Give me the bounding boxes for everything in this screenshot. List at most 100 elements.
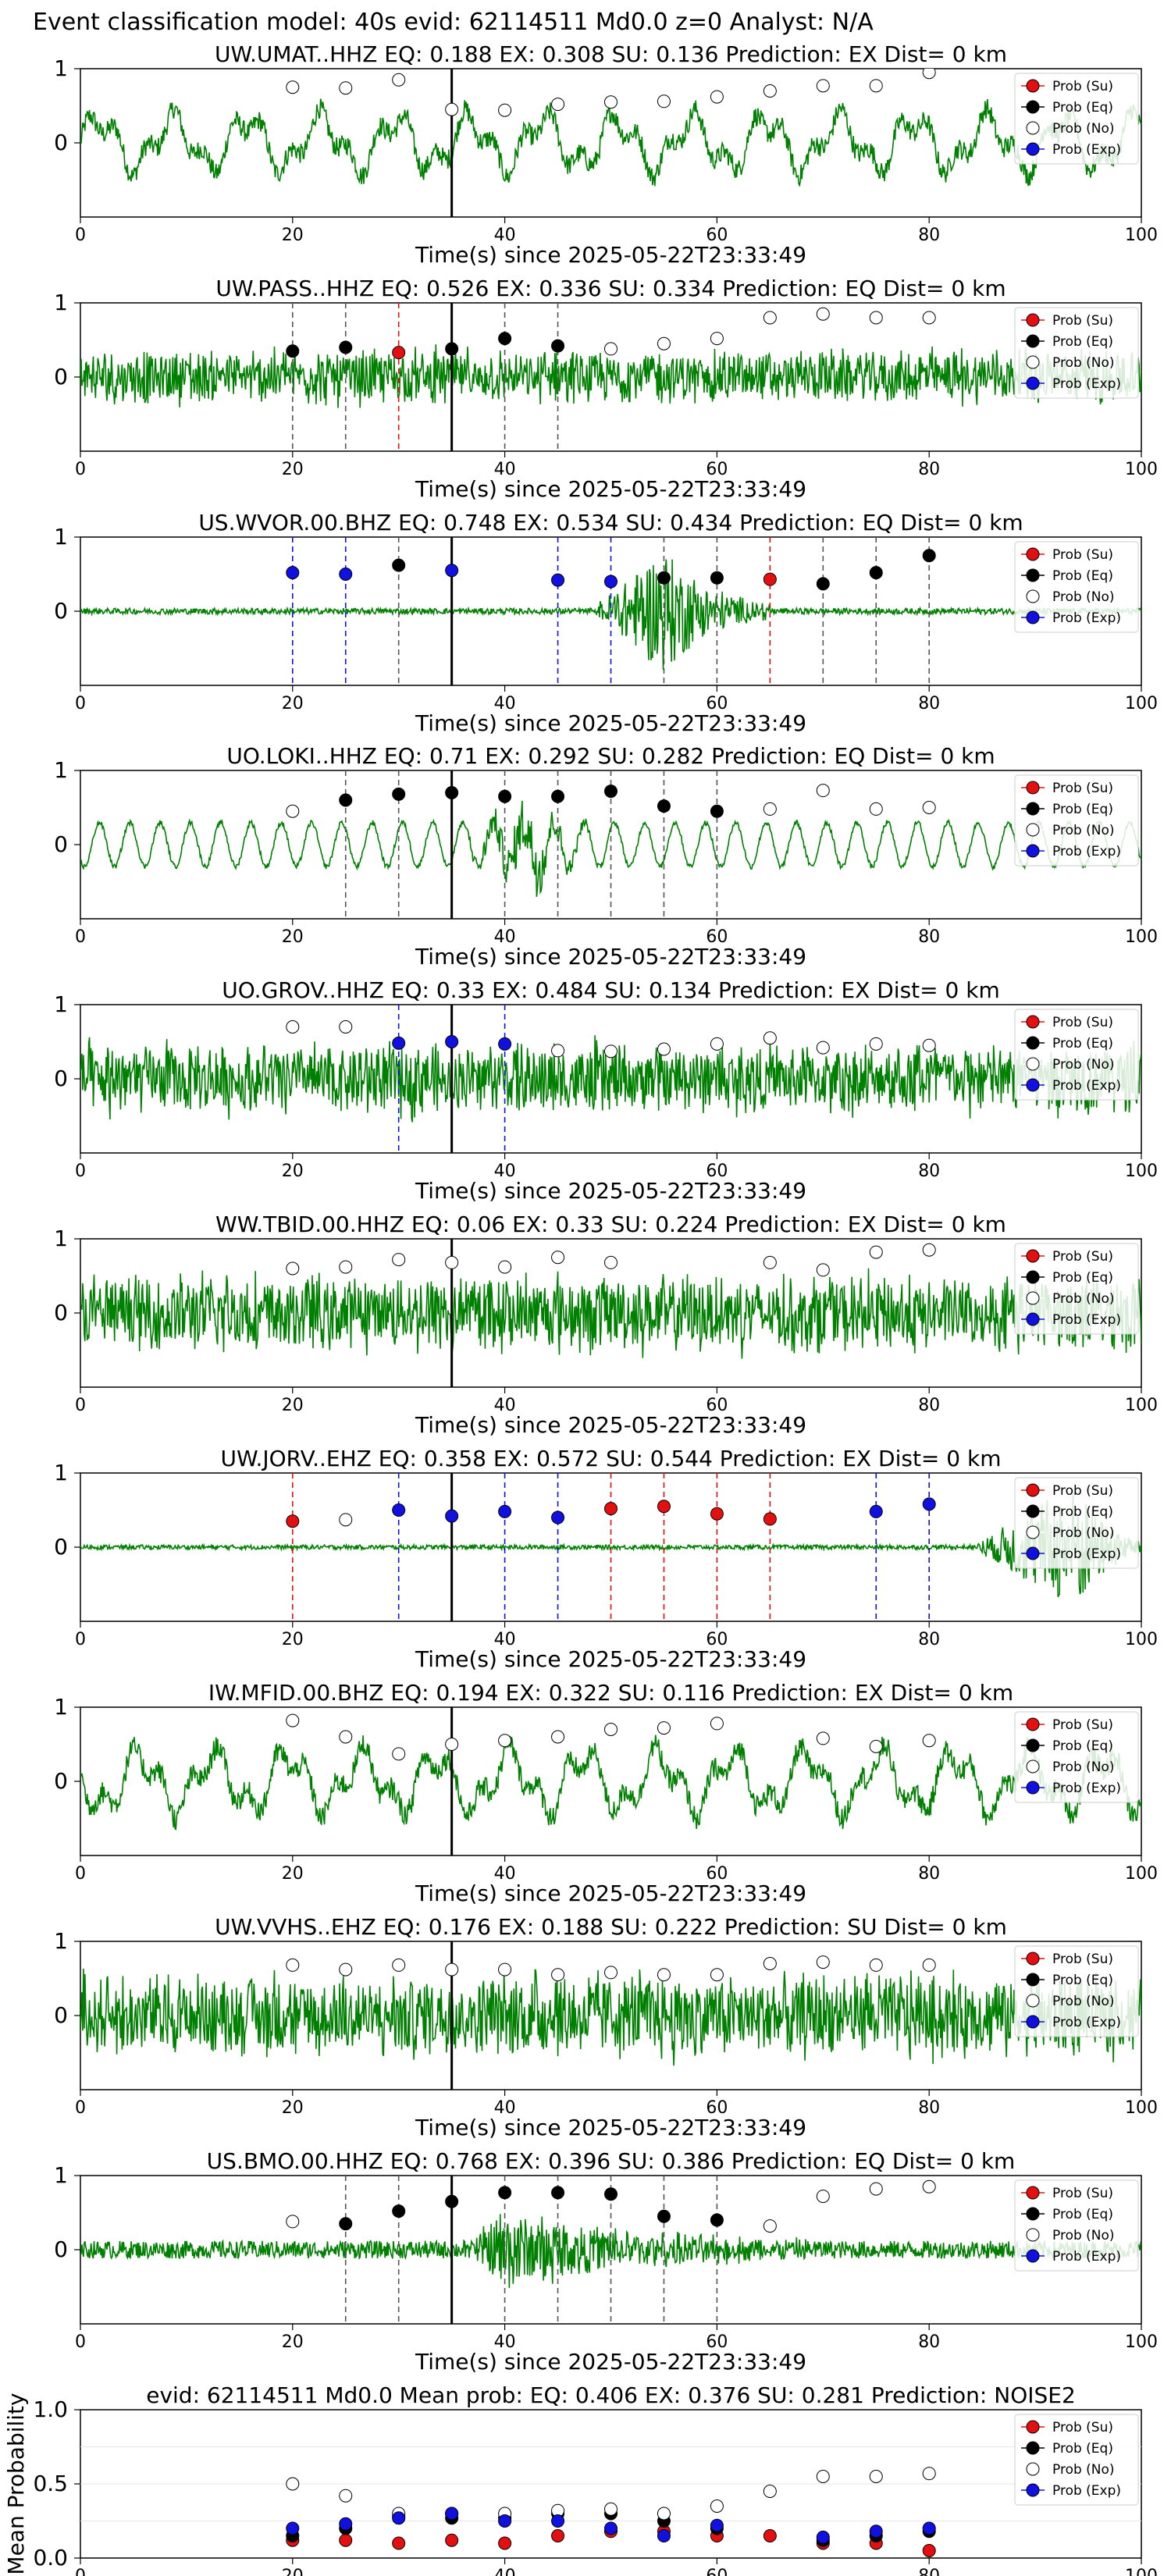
- legend-marker-exp: [1026, 610, 1040, 624]
- y-tick-label: 1.0: [33, 2396, 68, 2422]
- legend-label: Prob (Su): [1052, 1717, 1113, 1733]
- panel-uw-pass--hhz: 0 20 40 60 80 100 0 1 Time(s) since 2025-05-22T2…: [54, 276, 1158, 502]
- axes-frame: [80, 68, 1142, 218]
- panel-us-wvor-00-bhz: 0 20 40 60 80 100 0 1 Time(s) since 2025-05-22T2…: [54, 510, 1158, 736]
- prob-point-exp: [922, 1497, 936, 1511]
- legend-label: Prob (Exp): [1052, 1312, 1121, 1328]
- waveform-trace: [80, 344, 1141, 408]
- legend-box: [1014, 1009, 1139, 1101]
- prob-point-no: [286, 1713, 300, 1727]
- prob-point-no: [922, 1243, 936, 1257]
- x-tick-label: 80: [918, 2098, 940, 2118]
- legend-marker-eq: [1026, 334, 1040, 348]
- x-tick-label: 0: [75, 1864, 86, 1884]
- x-tick-label: 60: [706, 1396, 728, 1415]
- mean-point-exp: [498, 2514, 512, 2528]
- y-tick-label: 1: [54, 524, 68, 550]
- legend-label: Prob (No): [1052, 355, 1115, 371]
- prob-point-no: [339, 1513, 353, 1527]
- prob-point-eq: [498, 332, 512, 346]
- x-tick-label: 80: [918, 460, 940, 479]
- x-tick-label: 0: [75, 2567, 86, 2576]
- legend-label: Prob (Eq): [1052, 1738, 1113, 1754]
- mean-point-no: [922, 2467, 936, 2481]
- legend-marker-su: [1026, 79, 1040, 93]
- mean-point-exp: [339, 2517, 353, 2531]
- legend-label: Prob (Eq): [1052, 568, 1113, 584]
- legend-marker-exp: [1026, 2483, 1040, 2497]
- panel-title: UW.VVHS..EHZ EQ: 0.176 EX: 0.188 SU: 0.2…: [215, 1914, 1007, 1940]
- x-tick-label: 100: [1125, 927, 1158, 947]
- y-tick-label: 0: [54, 130, 68, 155]
- prob-point-no: [922, 311, 936, 325]
- x-tick-label: 100: [1125, 1396, 1158, 1415]
- x-tick-label: 60: [706, 1864, 728, 1884]
- prob-point-no: [763, 84, 777, 98]
- x-tick-label: 100: [1125, 1162, 1158, 1181]
- x-tick-label: 60: [706, 2332, 728, 2352]
- waveform-trace: [80, 98, 1141, 187]
- plot-area: [80, 2176, 1141, 2324]
- prob-point-no: [922, 2179, 936, 2194]
- legend-marker-no: [1026, 1525, 1040, 1539]
- x-tick-label: 60: [706, 1630, 728, 1649]
- legend-marker-exp: [1026, 376, 1040, 390]
- y-tick-label: 1: [54, 2162, 68, 2188]
- legend-marker-no: [1026, 1759, 1040, 1774]
- prob-point-no: [392, 1747, 406, 1761]
- prob-point-eq: [498, 2186, 512, 2200]
- legend-marker-no: [1026, 1994, 1040, 2008]
- y-tick-label: 0: [54, 364, 68, 390]
- legend-label: Prob (Su): [1052, 1015, 1113, 1030]
- prob-point-no: [710, 1968, 724, 1982]
- legend-label: Prob (No): [1052, 1759, 1115, 1775]
- prob-point-exp: [445, 1509, 459, 1523]
- legend-box: [1014, 1477, 1139, 1569]
- mean-point-exp: [710, 2518, 724, 2532]
- prob-point-no: [922, 1958, 936, 1972]
- legend-marker-su: [1026, 1015, 1040, 1029]
- y-tick-label: 1: [54, 1226, 68, 1251]
- prob-point-exp: [551, 1510, 565, 1525]
- prob-point-no: [604, 1255, 618, 1269]
- x-tick-label: 20: [282, 460, 304, 479]
- mean-point-exp: [392, 2511, 406, 2525]
- panel-uw-umat--hhz: 0 20 40 60 80 100 0 1 Time(s) since 2025-05-22T2…: [54, 41, 1158, 268]
- x-tick-label: 80: [918, 2567, 940, 2576]
- x-tick-label: 0: [75, 1396, 86, 1415]
- x-axis-label: Time(s) since 2025-05-22T23:33:49: [415, 1880, 806, 1906]
- legend-marker-su: [1026, 1249, 1040, 1263]
- plot-area: [80, 1941, 1141, 2090]
- prob-point-no: [445, 1962, 459, 1976]
- prob-point-no: [286, 1958, 300, 1972]
- legend-label: Prob (No): [1052, 2228, 1115, 2243]
- prob-point-no: [763, 802, 777, 816]
- legend-marker-exp: [1026, 142, 1040, 156]
- prob-point-eq: [339, 340, 353, 354]
- prob-point-exp: [498, 1037, 512, 1051]
- x-tick-label: 0: [75, 1162, 86, 1181]
- figure-suptitle: Event classification model: 40s evid: 62…: [33, 9, 874, 36]
- x-tick-label: 100: [1125, 2332, 1158, 2352]
- prob-point-no: [710, 1717, 724, 1731]
- prob-point-no: [551, 98, 565, 112]
- waveform-trace: [80, 1268, 1141, 1359]
- legend-label: Prob (Su): [1052, 781, 1113, 796]
- prob-point-eq: [498, 789, 512, 803]
- legend-marker-su: [1026, 547, 1040, 561]
- prob-point-no: [657, 94, 671, 109]
- legend-marker-no: [1026, 121, 1040, 135]
- plot-area: [80, 1707, 1141, 1856]
- panel-title: UO.GROV..HHZ EQ: 0.33 EX: 0.484 SU: 0.13…: [222, 977, 999, 1003]
- x-tick-label: 100: [1125, 694, 1158, 713]
- prob-point-eq: [339, 793, 353, 807]
- prob-point-no: [816, 784, 830, 798]
- legend-marker-exp: [1026, 1312, 1040, 1326]
- prob-point-no: [286, 2215, 300, 2229]
- legend-marker-eq: [1026, 568, 1040, 582]
- prob-point-no: [498, 1734, 512, 1748]
- x-tick-label: 40: [494, 1396, 516, 1415]
- mean-point-no: [763, 2485, 777, 2498]
